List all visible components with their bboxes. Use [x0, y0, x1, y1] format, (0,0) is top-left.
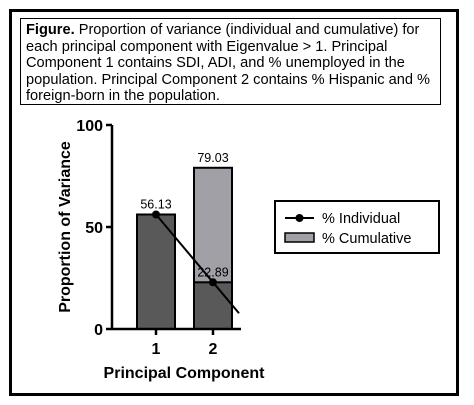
individual-point-pc2 [209, 278, 217, 287]
individual-series-line-extension [212, 281, 240, 314]
legend-cumulative-swatch [284, 232, 315, 243]
individual-series-line [155, 213, 214, 283]
legend-cumulative-label: % Cumulative [322, 231, 411, 247]
legend-box [274, 200, 440, 254]
data-label-79-03: 79.03 [197, 151, 228, 165]
bar-individual-pc2 [193, 281, 233, 331]
y-axis-title: Proportion of Variance [57, 141, 74, 313]
x-tick-label-2: 2 [209, 341, 218, 358]
individual-point-pc1 [152, 210, 160, 219]
x-axis-title: Principal Component [104, 365, 266, 382]
caption-label: Figure. [26, 22, 75, 38]
legend-individual-label: % Individual [322, 211, 400, 227]
y-tick-label-100: 100 [76, 118, 103, 135]
data-label-56-13: 56.13 [140, 197, 171, 211]
figure-caption: Figure. Proportion of variance (individu… [20, 18, 441, 105]
figure-frame [9, 9, 459, 396]
y-tick-label-50: 50 [85, 220, 103, 237]
legend-individual-marker [295, 214, 304, 222]
caption-text: Proportion of variance (individual and c… [26, 22, 431, 104]
data-label-22-89: 22.89 [197, 265, 228, 279]
y-tick-label-0: 0 [94, 322, 103, 339]
x-tick-label-1: 1 [152, 341, 161, 358]
